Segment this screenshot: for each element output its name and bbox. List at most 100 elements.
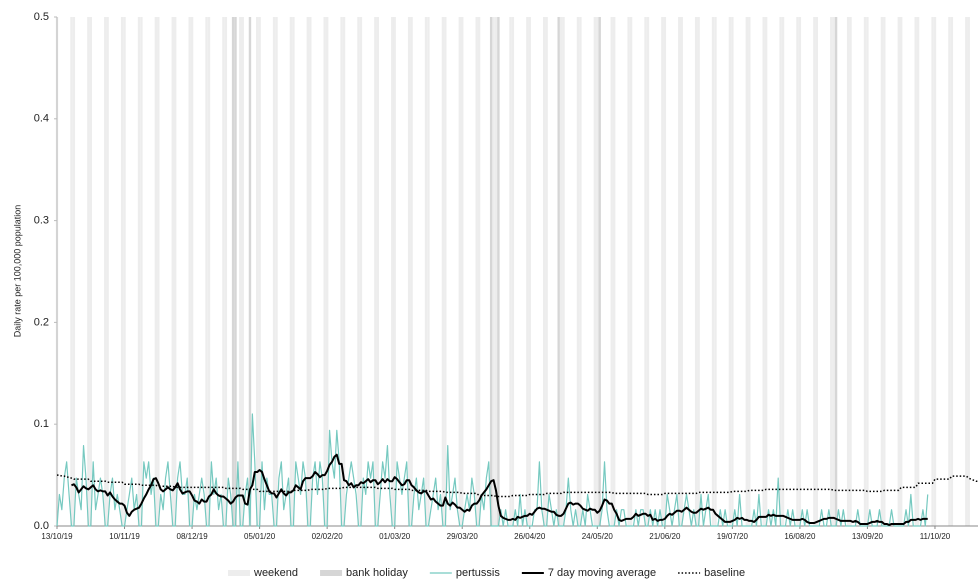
- weekend-band: [444, 17, 447, 526]
- weekend-band: [477, 17, 481, 526]
- bank-holiday-band: [557, 17, 560, 526]
- weekend-band: [830, 17, 833, 526]
- weekend-band: [815, 17, 818, 526]
- weekend-band: [272, 17, 276, 526]
- legend-swatch: [228, 570, 250, 576]
- x-tick-label: 16/08/20: [784, 532, 816, 541]
- weekend-band: [728, 17, 732, 526]
- weekend-band: [424, 17, 428, 526]
- weekend-band: [880, 17, 884, 526]
- weekend-band: [798, 17, 802, 526]
- weekend-band: [391, 17, 394, 526]
- weekend-band: [965, 17, 968, 526]
- weekend-band: [492, 17, 495, 526]
- legend-label: baseline: [704, 567, 745, 579]
- weekend-band: [576, 17, 580, 526]
- weekend-band: [205, 17, 208, 526]
- weekend-band: [883, 17, 886, 526]
- weekend-band: [89, 17, 92, 526]
- weekend-band: [914, 17, 917, 526]
- weekend-band: [239, 17, 242, 526]
- weekend-band: [899, 17, 903, 526]
- weekend-band: [357, 17, 360, 526]
- x-tick-label: 13/09/20: [852, 532, 884, 541]
- weekend-band: [222, 17, 225, 526]
- weekend-band: [241, 17, 244, 526]
- weekend-band: [325, 17, 329, 526]
- series-line: [71, 453, 928, 526]
- weekend-band: [545, 17, 548, 526]
- weekend-band: [340, 17, 343, 526]
- weekend-band: [644, 17, 647, 526]
- weekend-band: [931, 17, 934, 526]
- weekend-band: [646, 17, 650, 526]
- bank-holiday-band: [231, 17, 235, 526]
- weekend-band: [897, 17, 900, 526]
- y-tick-label: 0.4: [34, 113, 49, 125]
- weekend-band: [596, 17, 599, 526]
- weekend-band: [680, 17, 683, 526]
- weekend-band: [796, 17, 799, 526]
- weekend-band: [781, 17, 785, 526]
- weekend-band: [511, 17, 515, 526]
- legend-swatch: [320, 570, 343, 576]
- weekend-band: [359, 17, 363, 526]
- weekend-band: [376, 17, 380, 526]
- x-tick-label: 05/01/20: [244, 532, 276, 541]
- weekend-band: [916, 17, 920, 526]
- weekend-band: [779, 17, 782, 526]
- weekend-band: [559, 17, 563, 526]
- legend-label: weekend: [253, 567, 298, 579]
- weekend-band: [832, 17, 835, 526]
- weekend-band: [342, 17, 346, 526]
- legend-label: 7 day moving average: [548, 567, 656, 579]
- weekend-band: [627, 17, 630, 526]
- weekend-band: [72, 17, 76, 526]
- weekend-band: [123, 17, 126, 526]
- weekend-band: [764, 17, 768, 526]
- x-tick-label: 29/03/20: [447, 532, 479, 541]
- weekend-band: [678, 17, 681, 526]
- bank-holiday-band: [234, 17, 237, 526]
- weekend-band: [526, 17, 529, 526]
- weekend-band: [612, 17, 616, 526]
- x-tick-label: 08/12/19: [177, 532, 209, 541]
- weekend-band: [323, 17, 326, 526]
- x-tick-label: 13/10/19: [41, 532, 73, 541]
- weekend-band: [410, 17, 413, 526]
- weekend-band: [849, 17, 852, 526]
- x-tick-label: 11/10/20: [920, 532, 951, 541]
- legend-label: bank holiday: [346, 567, 408, 579]
- weekend-band: [106, 17, 109, 526]
- weekend-band: [543, 17, 546, 526]
- x-tick-label: 24/05/20: [582, 532, 614, 541]
- weekend-band: [255, 17, 259, 526]
- y-tick-label: 0.0: [34, 520, 49, 532]
- weekend-band: [562, 17, 565, 526]
- weekend-band: [967, 17, 970, 526]
- weekend-band: [475, 17, 478, 526]
- weekend-band: [275, 17, 278, 526]
- weekend-band: [137, 17, 141, 526]
- weekend-band: [697, 17, 700, 526]
- weekend-band: [461, 17, 464, 526]
- weekend-band: [87, 17, 90, 526]
- weekend-band: [393, 17, 396, 526]
- weekend-band: [748, 17, 751, 526]
- weekend-band: [711, 17, 715, 526]
- weekend-band: [309, 17, 312, 526]
- weekend-band: [846, 17, 850, 526]
- y-tick-label: 0.3: [34, 215, 49, 227]
- weekend-band: [714, 17, 717, 526]
- weekend-band: [694, 17, 698, 526]
- weekend-band: [292, 17, 295, 526]
- weekend-band: [154, 17, 158, 526]
- series-line: [57, 474, 978, 498]
- weekend-band: [120, 17, 124, 526]
- legend-label: pertussis: [456, 567, 501, 579]
- x-tick-label: 01/03/20: [379, 532, 411, 541]
- weekend-band: [933, 17, 937, 526]
- weekend-band: [745, 17, 749, 526]
- weekend-band: [866, 17, 869, 526]
